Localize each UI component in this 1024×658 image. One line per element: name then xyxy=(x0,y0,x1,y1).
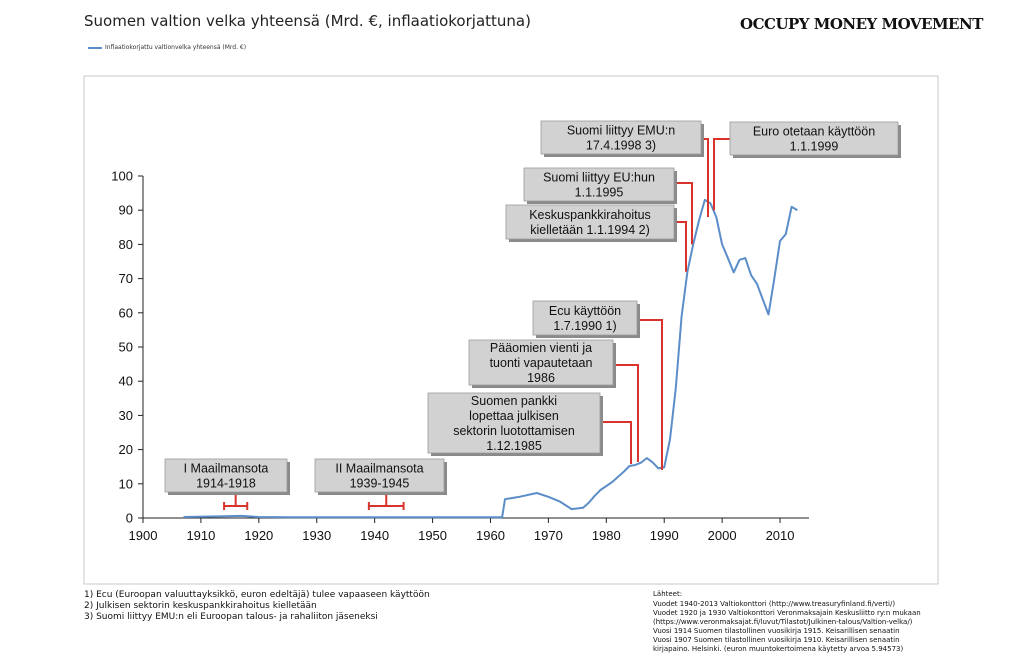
y-tick-label: 10 xyxy=(119,476,133,491)
y-tick-label: 20 xyxy=(119,442,133,457)
footnote-1: 1) Ecu (Euroopan valuuttayksikkö, euron … xyxy=(84,590,430,601)
annotation-label: lopettaa julkisen xyxy=(469,409,559,423)
y-tick-label: 0 xyxy=(126,511,133,526)
footnote-2: 2) Julkisen sektorin keskuspankkirahoitu… xyxy=(84,601,430,612)
footnote-3: 3) Suomi liittyy EMU:n eli Euroopan talo… xyxy=(84,612,430,623)
annotation-label: II Maailmansota xyxy=(335,462,423,476)
x-tick-label: 1950 xyxy=(418,528,447,543)
y-tick-label: 100 xyxy=(111,169,133,184)
source-line: Vuodet 1920 ja 1930 Valtiokonttori Veron… xyxy=(653,609,953,618)
annotation-label: kielletään 1.1.1994 2) xyxy=(530,223,650,237)
x-tick-label: 1980 xyxy=(592,528,621,543)
annotation-connector xyxy=(600,422,631,464)
x-tick-label: 1900 xyxy=(129,528,158,543)
source-line: kirjapaino. Helsinki. (euron muuntokerto… xyxy=(653,645,953,654)
annotation-label: Suomi liittyy EMU:n xyxy=(567,124,675,138)
annotation-label: tuonti vapautetaan xyxy=(490,356,593,370)
annotation-label: 17.4.1998 3) xyxy=(586,139,656,153)
x-tick-label: 1990 xyxy=(650,528,679,543)
x-tick-label: 1960 xyxy=(476,528,505,543)
source-line: Vuosi 1907 Suomen tilastollinen vuosikir… xyxy=(653,636,953,645)
sources: Lähteet: Vuodet 1940-2013 Valtiokonttori… xyxy=(653,590,953,654)
annotation-label: 1.7.1990 1) xyxy=(553,319,616,333)
x-tick-label: 1910 xyxy=(186,528,215,543)
x-tick-label: 1940 xyxy=(360,528,389,543)
annotation-connector xyxy=(714,139,730,210)
y-tick-label: 50 xyxy=(119,340,133,355)
source-line: (https://www.veronmaksajat.fi/luvut/Tila… xyxy=(653,618,953,627)
y-tick-label: 30 xyxy=(119,408,133,423)
annotation-label: sektorin luotottamisen xyxy=(453,424,575,438)
annotation-connector xyxy=(613,365,638,462)
annotation-label: 1.1.1999 xyxy=(790,140,839,154)
y-tick-label: 40 xyxy=(119,374,133,389)
y-tick-label: 90 xyxy=(119,203,133,218)
annotation-label: 1986 xyxy=(527,371,555,385)
debt-line-chart: 0 10 20 30 40 50 60 70 80 90 100 1900 1910 1920 1930 19… xyxy=(0,0,1024,585)
annotation-label: Euro otetaan käyttöön xyxy=(753,125,875,139)
footnotes: 1) Ecu (Euroopan valuuttayksikkö, euron … xyxy=(84,590,430,623)
sources-heading: Lähteet: xyxy=(653,590,953,599)
annotation-label: Keskuspankkirahoitus xyxy=(529,208,651,222)
annotation-label: Pääomien vienti ja xyxy=(490,341,592,355)
x-tick-label: 1930 xyxy=(302,528,331,543)
source-line: Vuodet 1940-2013 Valtiokonttori (http://… xyxy=(653,600,953,609)
annotation-label: Ecu käyttöön xyxy=(549,304,621,318)
annotation-label: Suomen pankki xyxy=(471,394,557,408)
annotation-label: 1939-1945 xyxy=(350,477,410,491)
annotation-label: 1914-1918 xyxy=(196,477,256,491)
annotation-label: 1.1.1995 xyxy=(575,186,624,200)
y-tick-label: 80 xyxy=(119,237,133,252)
x-tick-label: 1970 xyxy=(534,528,563,543)
x-tick-label: 1920 xyxy=(244,528,273,543)
y-tick-label: 70 xyxy=(119,271,133,286)
annotation-label: I Maailmansota xyxy=(184,462,269,476)
annotation-label: 1.12.1985 xyxy=(486,439,542,453)
y-tick-label: 60 xyxy=(119,305,133,320)
annotation-label: Suomi liittyy EU:hun xyxy=(543,171,655,185)
source-line: Vuosi 1914 Suomen tilastollinen vuosikir… xyxy=(653,627,953,636)
x-tick-label: 2000 xyxy=(708,528,737,543)
annotation-connector xyxy=(637,320,662,470)
x-tick-label: 2010 xyxy=(766,528,795,543)
